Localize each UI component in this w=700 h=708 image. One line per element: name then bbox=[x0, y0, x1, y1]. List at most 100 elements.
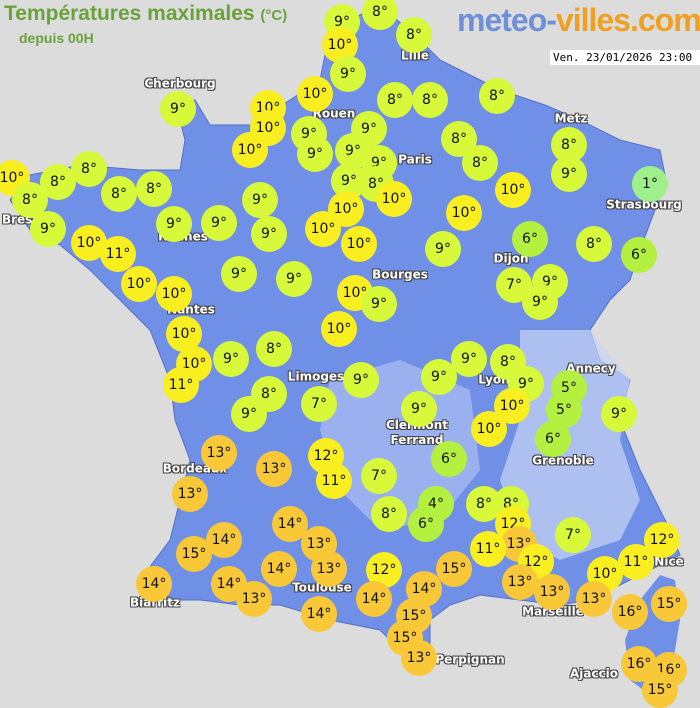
city-label: Ajaccio bbox=[569, 666, 619, 681]
temperature-marker[interactable]: 9° bbox=[451, 341, 487, 377]
temperature-marker[interactable]: 13° bbox=[401, 640, 437, 676]
temperature-marker[interactable]: 9° bbox=[213, 341, 249, 377]
temperature-marker[interactable]: 15° bbox=[176, 536, 212, 572]
temperature-marker[interactable]: 9° bbox=[231, 396, 267, 432]
temperature-marker[interactable]: 10° bbox=[321, 311, 357, 347]
temperature-marker[interactable]: 15° bbox=[436, 551, 472, 587]
temperature-marker[interactable]: 9° bbox=[425, 231, 461, 267]
temperature-marker[interactable]: 10° bbox=[376, 181, 412, 217]
temperature-marker[interactable]: 8° bbox=[371, 496, 407, 532]
temperature-marker[interactable]: 10° bbox=[232, 132, 268, 168]
temperature-marker[interactable]: 9° bbox=[276, 261, 312, 297]
temperature-marker[interactable]: 13° bbox=[311, 551, 347, 587]
temperature-marker[interactable]: 13° bbox=[534, 574, 570, 610]
temperature-marker[interactable]: 10° bbox=[250, 110, 286, 146]
temperature-marker[interactable]: 10° bbox=[305, 211, 341, 247]
temperature-marker[interactable]: 10° bbox=[0, 160, 30, 196]
temperature-marker[interactable]: 8° bbox=[441, 121, 477, 157]
temperature-marker[interactable]: 9° bbox=[601, 396, 637, 432]
temperature-marker[interactable]: 16° bbox=[612, 594, 648, 630]
city-label: Cherbourg bbox=[144, 76, 216, 91]
temperature-marker[interactable]: 13° bbox=[502, 564, 538, 600]
temperature-marker[interactable]: 13° bbox=[236, 581, 272, 617]
city-label: Metz bbox=[554, 111, 588, 126]
temperature-marker[interactable]: 11° bbox=[100, 236, 136, 272]
temperature-marker[interactable]: 13° bbox=[172, 476, 208, 512]
temperature-marker[interactable]: 1° bbox=[632, 166, 668, 202]
temperature-marker[interactable]: 11° bbox=[163, 367, 199, 403]
temperature-marker[interactable]: 9° bbox=[343, 362, 379, 398]
temperature-marker[interactable]: 9° bbox=[201, 205, 237, 241]
city-label: Perpignan bbox=[435, 652, 505, 667]
temperature-marker[interactable]: 8° bbox=[479, 78, 515, 114]
temperature-marker[interactable]: 9° bbox=[251, 216, 287, 252]
temperature-marker[interactable]: 10° bbox=[297, 76, 333, 112]
temperature-marker[interactable]: 8° bbox=[256, 331, 292, 367]
temperature-marker[interactable]: 9° bbox=[297, 136, 333, 172]
temperature-marker[interactable]: 6° bbox=[512, 221, 548, 257]
temperature-marker[interactable]: 9° bbox=[221, 256, 257, 292]
temperature-marker[interactable]: 7° bbox=[301, 386, 337, 422]
temperature-marker[interactable]: 13° bbox=[256, 451, 292, 487]
temperature-marker[interactable]: 6° bbox=[621, 237, 657, 273]
temperature-marker[interactable]: 14° bbox=[206, 522, 242, 558]
temperature-marker[interactable]: 7° bbox=[496, 267, 532, 303]
city-label: Nice bbox=[654, 554, 684, 569]
temperature-marker[interactable]: 14° bbox=[356, 581, 392, 617]
city-label: Limoges bbox=[287, 369, 345, 384]
temperature-marker[interactable]: 7° bbox=[361, 458, 397, 494]
title-unit: (°C) bbox=[260, 7, 288, 24]
temperature-marker[interactable]: 15° bbox=[642, 672, 678, 708]
temperature-marker[interactable]: 11° bbox=[618, 544, 654, 580]
city-label: Dijon bbox=[493, 251, 529, 266]
temperature-marker[interactable]: 11° bbox=[470, 531, 506, 567]
temperature-marker[interactable]: 8° bbox=[396, 17, 432, 53]
temperature-marker[interactable]: 8° bbox=[71, 151, 107, 187]
temperature-marker[interactable]: 10° bbox=[471, 411, 507, 447]
city-label: Grenoble bbox=[532, 453, 594, 468]
temperature-marker[interactable]: 9° bbox=[242, 182, 278, 218]
temperature-marker[interactable]: 7° bbox=[555, 517, 591, 553]
temperature-marker[interactable]: 8° bbox=[40, 164, 76, 200]
temperature-marker[interactable]: 11° bbox=[316, 463, 352, 499]
temperature-marker[interactable]: 8° bbox=[136, 171, 172, 207]
temperature-marker[interactable]: 9° bbox=[351, 111, 387, 147]
temperature-marker[interactable]: 9° bbox=[551, 156, 587, 192]
temperature-marker[interactable]: 9° bbox=[361, 286, 397, 322]
temperature-marker[interactable]: 13° bbox=[576, 581, 612, 617]
temperature-marker[interactable]: 8° bbox=[412, 82, 448, 118]
temperature-marker[interactable]: 13° bbox=[201, 435, 237, 471]
temperature-marker[interactable]: 8° bbox=[362, 0, 398, 30]
temperature-marker[interactable]: 10° bbox=[341, 226, 377, 262]
city-label: Strasbourg bbox=[606, 197, 682, 212]
temperature-marker[interactable]: 9° bbox=[160, 91, 196, 127]
temperature-marker[interactable]: 8° bbox=[101, 176, 137, 212]
temperature-marker[interactable]: 9° bbox=[156, 206, 192, 242]
temperature-marker[interactable]: 15° bbox=[651, 586, 687, 622]
temperature-marker[interactable]: 9° bbox=[30, 211, 66, 247]
temperature-marker[interactable]: 6° bbox=[408, 506, 444, 542]
temperature-marker[interactable]: 10° bbox=[495, 172, 531, 208]
temperature-marker[interactable]: 9° bbox=[421, 359, 457, 395]
temperature-marker[interactable]: 14° bbox=[261, 551, 297, 587]
temperature-marker[interactable]: 10° bbox=[446, 195, 482, 231]
city-label: Bourges bbox=[372, 267, 428, 282]
title-text: Températures maximales bbox=[4, 2, 255, 25]
logo-part-villes: villes.com bbox=[555, 2, 700, 38]
datetime-stamp: Ven. 23/01/2026 23:00 bbox=[550, 50, 700, 65]
temperature-marker[interactable]: 13° bbox=[301, 526, 337, 562]
map-title: Températures maximales (°C) bbox=[4, 2, 287, 26]
temperature-marker[interactable]: 8° bbox=[462, 145, 498, 181]
temperature-marker[interactable]: 14° bbox=[301, 596, 337, 632]
meteo-villes-logo[interactable]: meteo-villes.com bbox=[457, 2, 700, 39]
temperature-marker[interactable]: 9° bbox=[330, 56, 366, 92]
temperature-marker[interactable]: 10° bbox=[156, 276, 192, 312]
temperature-marker[interactable]: 6° bbox=[431, 441, 467, 477]
temperature-marker[interactable]: 9° bbox=[522, 284, 558, 320]
temperature-marker[interactable]: 8° bbox=[377, 82, 413, 118]
temperature-marker[interactable]: 6° bbox=[535, 421, 571, 457]
temperature-marker[interactable]: 8° bbox=[576, 226, 612, 262]
temperature-marker[interactable]: 14° bbox=[136, 566, 172, 602]
temperature-marker[interactable]: 10° bbox=[121, 266, 157, 302]
temperature-marker[interactable]: 9° bbox=[401, 391, 437, 427]
